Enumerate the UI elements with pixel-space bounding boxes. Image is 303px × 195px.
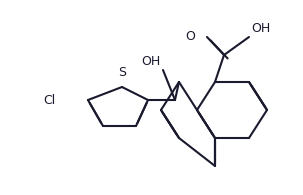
Text: S: S — [118, 66, 126, 79]
Text: Cl: Cl — [43, 93, 55, 106]
Text: OH: OH — [142, 55, 161, 68]
Text: OH: OH — [251, 22, 270, 35]
Text: O: O — [185, 30, 195, 43]
